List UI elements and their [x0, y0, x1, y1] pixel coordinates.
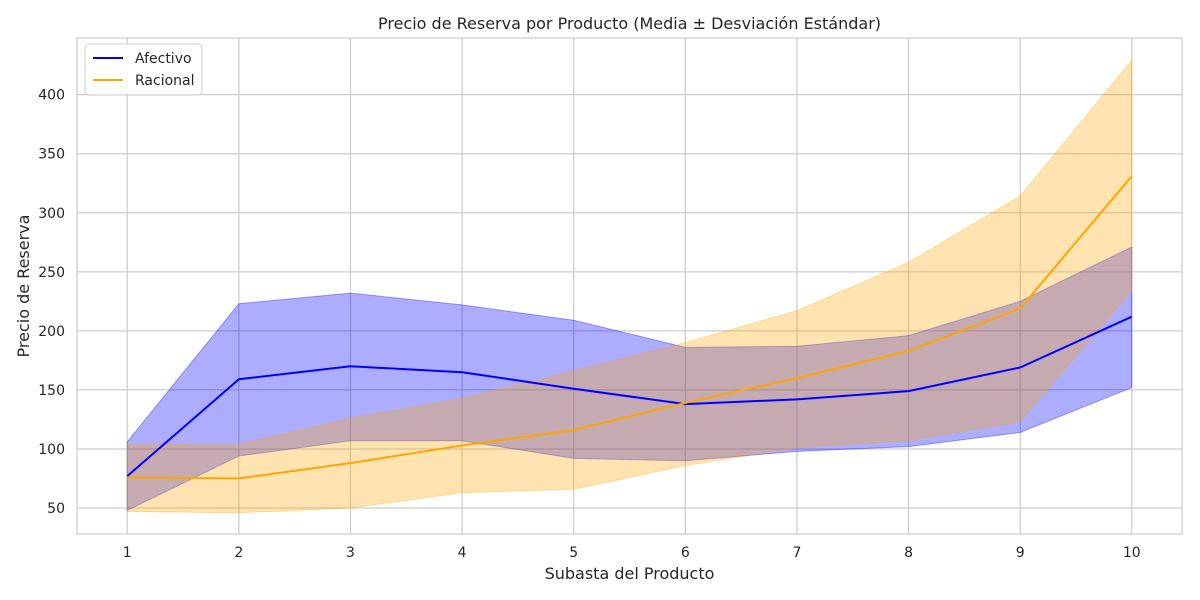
mean-line-racional [127, 175, 1133, 480]
std-band-afectivo [126, 246, 1133, 512]
y-tick-label: 400 [38, 88, 65, 104]
y-tick-label: 150 [38, 383, 65, 399]
x-tick-label: 1 [123, 545, 132, 561]
std-bands [126, 59, 1133, 514]
x-tick-label: 7 [792, 545, 801, 561]
y-tick-label: 200 [38, 324, 65, 340]
y-tick-labels: 50 100 150 200 250 300 350 400 [38, 88, 65, 517]
y-tick-label: 350 [38, 147, 65, 163]
x-tick-label: 5 [569, 545, 578, 561]
legend-label-racional: Racional [135, 73, 195, 89]
plot-frame [76, 37, 1183, 535]
y-tick-label: 300 [38, 206, 65, 222]
y-axis-title: Precio de Reserva [14, 215, 33, 358]
y-tick-label: 50 [47, 501, 65, 517]
x-tick-label: 8 [904, 545, 913, 561]
x-tick-label: 6 [681, 545, 690, 561]
x-axis-title: Subasta del Producto [545, 564, 715, 583]
chart-title: Precio de Reserva por Producto (Media ± … [378, 14, 881, 33]
legend-box [84, 43, 203, 96]
x-tick-label: 4 [458, 545, 467, 561]
std-band-racional [126, 59, 1133, 514]
mean-lines [126, 175, 1133, 480]
x-tick-label: 2 [234, 545, 243, 561]
x-tick-label: 3 [346, 545, 355, 561]
legend: Afectivo Racional [84, 43, 203, 96]
gridlines [77, 38, 1182, 534]
x-tick-label: 10 [1123, 545, 1141, 561]
legend-label-afectivo: Afectivo [135, 51, 192, 67]
y-tick-label: 100 [38, 442, 65, 458]
x-tick-label: 9 [1016, 545, 1025, 561]
mean-line-afectivo [126, 315, 1133, 477]
x-tick-labels: 1 2 3 4 5 6 7 8 9 10 [123, 545, 1141, 561]
y-tick-label: 250 [38, 265, 65, 281]
